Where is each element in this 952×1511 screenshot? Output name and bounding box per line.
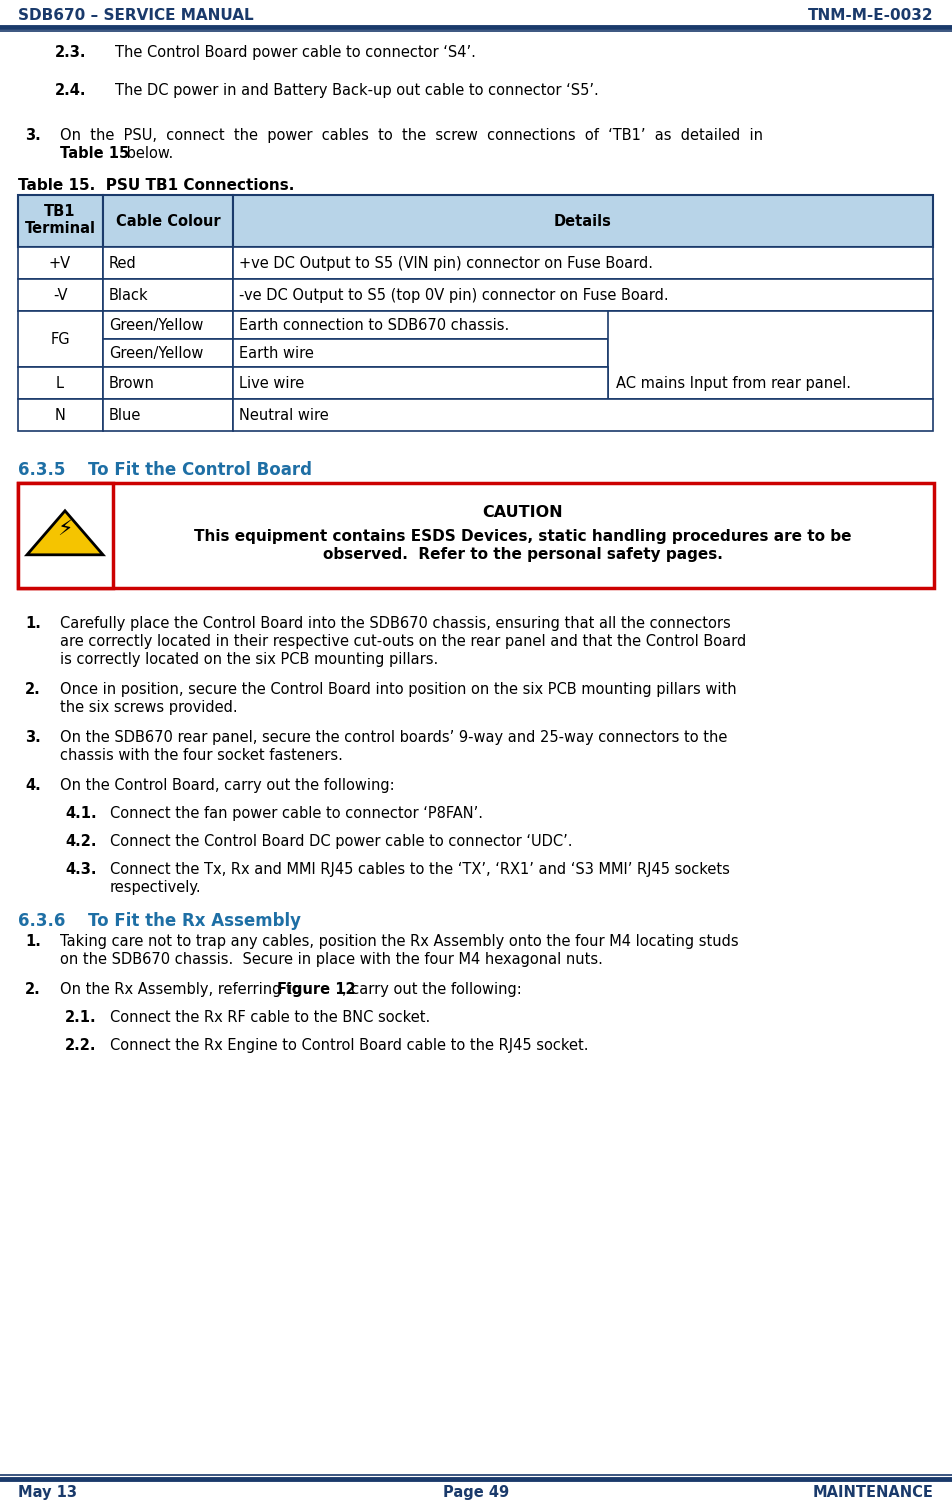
Text: Blue: Blue xyxy=(109,408,142,423)
Text: on the SDB670 chassis.  Secure in place with the four M4 hexagonal nuts.: on the SDB670 chassis. Secure in place w… xyxy=(60,952,603,967)
Text: MAINTENANCE: MAINTENANCE xyxy=(813,1485,934,1500)
Text: This equipment contains ESDS Devices, static handling procedures are to be: This equipment contains ESDS Devices, st… xyxy=(194,529,852,544)
Bar xyxy=(18,484,113,588)
Text: May 13: May 13 xyxy=(18,1485,77,1500)
Text: To Fit the Rx Assembly: To Fit the Rx Assembly xyxy=(65,913,301,929)
Text: Earth wire: Earth wire xyxy=(239,346,314,361)
Text: 4.3.: 4.3. xyxy=(65,861,96,876)
Text: Carefully place the Control Board into the SDB670 chassis, ensuring that all the: Carefully place the Control Board into t… xyxy=(60,616,731,632)
Text: 4.2.: 4.2. xyxy=(65,834,96,849)
Text: 6.3.6: 6.3.6 xyxy=(18,913,66,929)
Bar xyxy=(103,195,233,246)
Text: 1.: 1. xyxy=(25,616,41,632)
Bar xyxy=(18,367,103,399)
Text: Green/Yellow: Green/Yellow xyxy=(109,317,204,332)
Bar xyxy=(103,280,233,311)
Text: Live wire: Live wire xyxy=(239,376,305,391)
Polygon shape xyxy=(27,511,103,555)
Text: FG: FG xyxy=(50,332,69,348)
Bar xyxy=(233,399,933,431)
Text: ⚡: ⚡ xyxy=(57,520,72,539)
Text: Connect the Tx, Rx and MMI RJ45 cables to the ‘TX’, ‘RX1’ and ‘S3 MMI’ RJ45 sock: Connect the Tx, Rx and MMI RJ45 cables t… xyxy=(110,861,730,876)
Text: Table 15.  PSU TB1 Connections.: Table 15. PSU TB1 Connections. xyxy=(18,178,294,193)
Text: the six screws provided.: the six screws provided. xyxy=(60,700,238,715)
Text: Terminal: Terminal xyxy=(25,221,95,236)
Text: Green/Yellow: Green/Yellow xyxy=(109,346,204,361)
Bar xyxy=(103,367,233,399)
Text: On the SDB670 rear panel, secure the control boards’ 9-way and 25-way connectors: On the SDB670 rear panel, secure the con… xyxy=(60,730,727,745)
Bar xyxy=(233,311,933,338)
Bar xyxy=(233,195,933,246)
Bar xyxy=(103,338,233,367)
Bar xyxy=(233,338,608,367)
Text: On the Control Board, carry out the following:: On the Control Board, carry out the foll… xyxy=(60,778,395,793)
Text: -V: -V xyxy=(52,289,68,304)
Bar xyxy=(608,311,933,399)
Text: observed.  Refer to the personal safety pages.: observed. Refer to the personal safety p… xyxy=(323,547,723,562)
Text: 2.2.: 2.2. xyxy=(65,1038,96,1053)
Text: On  the  PSU,  connect  the  power  cables  to  the  screw  connections  of  ‘TB: On the PSU, connect the power cables to … xyxy=(60,128,763,144)
Text: respectively.: respectively. xyxy=(110,879,202,895)
Text: Cable Colour: Cable Colour xyxy=(116,215,220,230)
Text: -ve DC Output to S5 (top 0V pin) connector on Fuse Board.: -ve DC Output to S5 (top 0V pin) connect… xyxy=(239,289,668,304)
Text: CAUTION: CAUTION xyxy=(483,505,564,520)
Bar xyxy=(18,246,103,280)
Text: TB1: TB1 xyxy=(44,204,76,219)
Text: The DC power in and Battery Back-up out cable to connector ‘S5’.: The DC power in and Battery Back-up out … xyxy=(115,83,599,98)
Bar xyxy=(103,246,233,280)
Text: below.: below. xyxy=(122,147,173,162)
Text: Table 15: Table 15 xyxy=(60,147,129,162)
Text: chassis with the four socket fasteners.: chassis with the four socket fasteners. xyxy=(60,748,343,763)
Text: N: N xyxy=(54,408,66,423)
Text: The Control Board power cable to connector ‘S4’.: The Control Board power cable to connect… xyxy=(115,45,476,60)
Text: Connect the Rx RF cable to the BNC socket.: Connect the Rx RF cable to the BNC socke… xyxy=(110,1009,430,1024)
Text: Taking care not to trap any cables, position the Rx Assembly onto the four M4 lo: Taking care not to trap any cables, posi… xyxy=(60,934,739,949)
Text: Connect the Rx Engine to Control Board cable to the RJ45 socket.: Connect the Rx Engine to Control Board c… xyxy=(110,1038,588,1053)
Text: Red: Red xyxy=(109,255,137,270)
Text: Neutral wire: Neutral wire xyxy=(239,408,328,423)
Text: 4.: 4. xyxy=(25,778,41,793)
Bar xyxy=(233,367,608,399)
Text: Earth connection to SDB670 chassis.: Earth connection to SDB670 chassis. xyxy=(239,317,509,332)
Text: 2.: 2. xyxy=(25,681,41,697)
Text: On the Rx Assembly, referring to: On the Rx Assembly, referring to xyxy=(60,982,306,997)
Text: , carry out the following:: , carry out the following: xyxy=(342,982,522,997)
Text: is correctly located on the six PCB mounting pillars.: is correctly located on the six PCB moun… xyxy=(60,653,438,666)
Text: 2.1.: 2.1. xyxy=(65,1009,96,1024)
Text: are correctly located in their respective cut-outs on the rear panel and that th: are correctly located in their respectiv… xyxy=(60,635,746,650)
Bar xyxy=(18,280,103,311)
Text: 2.: 2. xyxy=(25,982,41,997)
Text: 2.4.: 2.4. xyxy=(55,83,87,98)
Text: 6.3.5: 6.3.5 xyxy=(18,461,66,479)
Text: 3.: 3. xyxy=(25,128,41,144)
Bar xyxy=(18,484,934,588)
Bar xyxy=(18,399,103,431)
Text: 2.3.: 2.3. xyxy=(55,45,87,60)
Text: Details: Details xyxy=(554,215,612,230)
Bar xyxy=(103,311,233,338)
Text: To Fit the Control Board: To Fit the Control Board xyxy=(65,461,312,479)
Text: 1.: 1. xyxy=(25,934,41,949)
Bar xyxy=(103,399,233,431)
Text: AC mains Input from rear panel.: AC mains Input from rear panel. xyxy=(616,376,851,391)
Text: TNM-M-E-0032: TNM-M-E-0032 xyxy=(808,8,934,23)
Bar xyxy=(18,311,103,367)
Text: +ve DC Output to S5 (VIN pin) connector on Fuse Board.: +ve DC Output to S5 (VIN pin) connector … xyxy=(239,255,653,270)
Text: 4.1.: 4.1. xyxy=(65,805,96,820)
Text: +V: +V xyxy=(49,255,71,270)
Text: Page 49: Page 49 xyxy=(443,1485,509,1500)
Text: L: L xyxy=(56,376,64,391)
Text: Connect the fan power cable to connector ‘P8FAN’.: Connect the fan power cable to connector… xyxy=(110,805,483,820)
Text: Black: Black xyxy=(109,289,149,304)
Text: Brown: Brown xyxy=(109,376,155,391)
Text: 3.: 3. xyxy=(25,730,41,745)
Text: Once in position, secure the Control Board into position on the six PCB mounting: Once in position, secure the Control Boa… xyxy=(60,681,737,697)
Text: Connect the Control Board DC power cable to connector ‘UDC’.: Connect the Control Board DC power cable… xyxy=(110,834,572,849)
Text: SDB670 – SERVICE MANUAL: SDB670 – SERVICE MANUAL xyxy=(18,8,253,23)
Bar xyxy=(233,280,933,311)
Text: Figure 12: Figure 12 xyxy=(277,982,356,997)
Bar xyxy=(18,195,103,246)
Bar xyxy=(233,246,933,280)
